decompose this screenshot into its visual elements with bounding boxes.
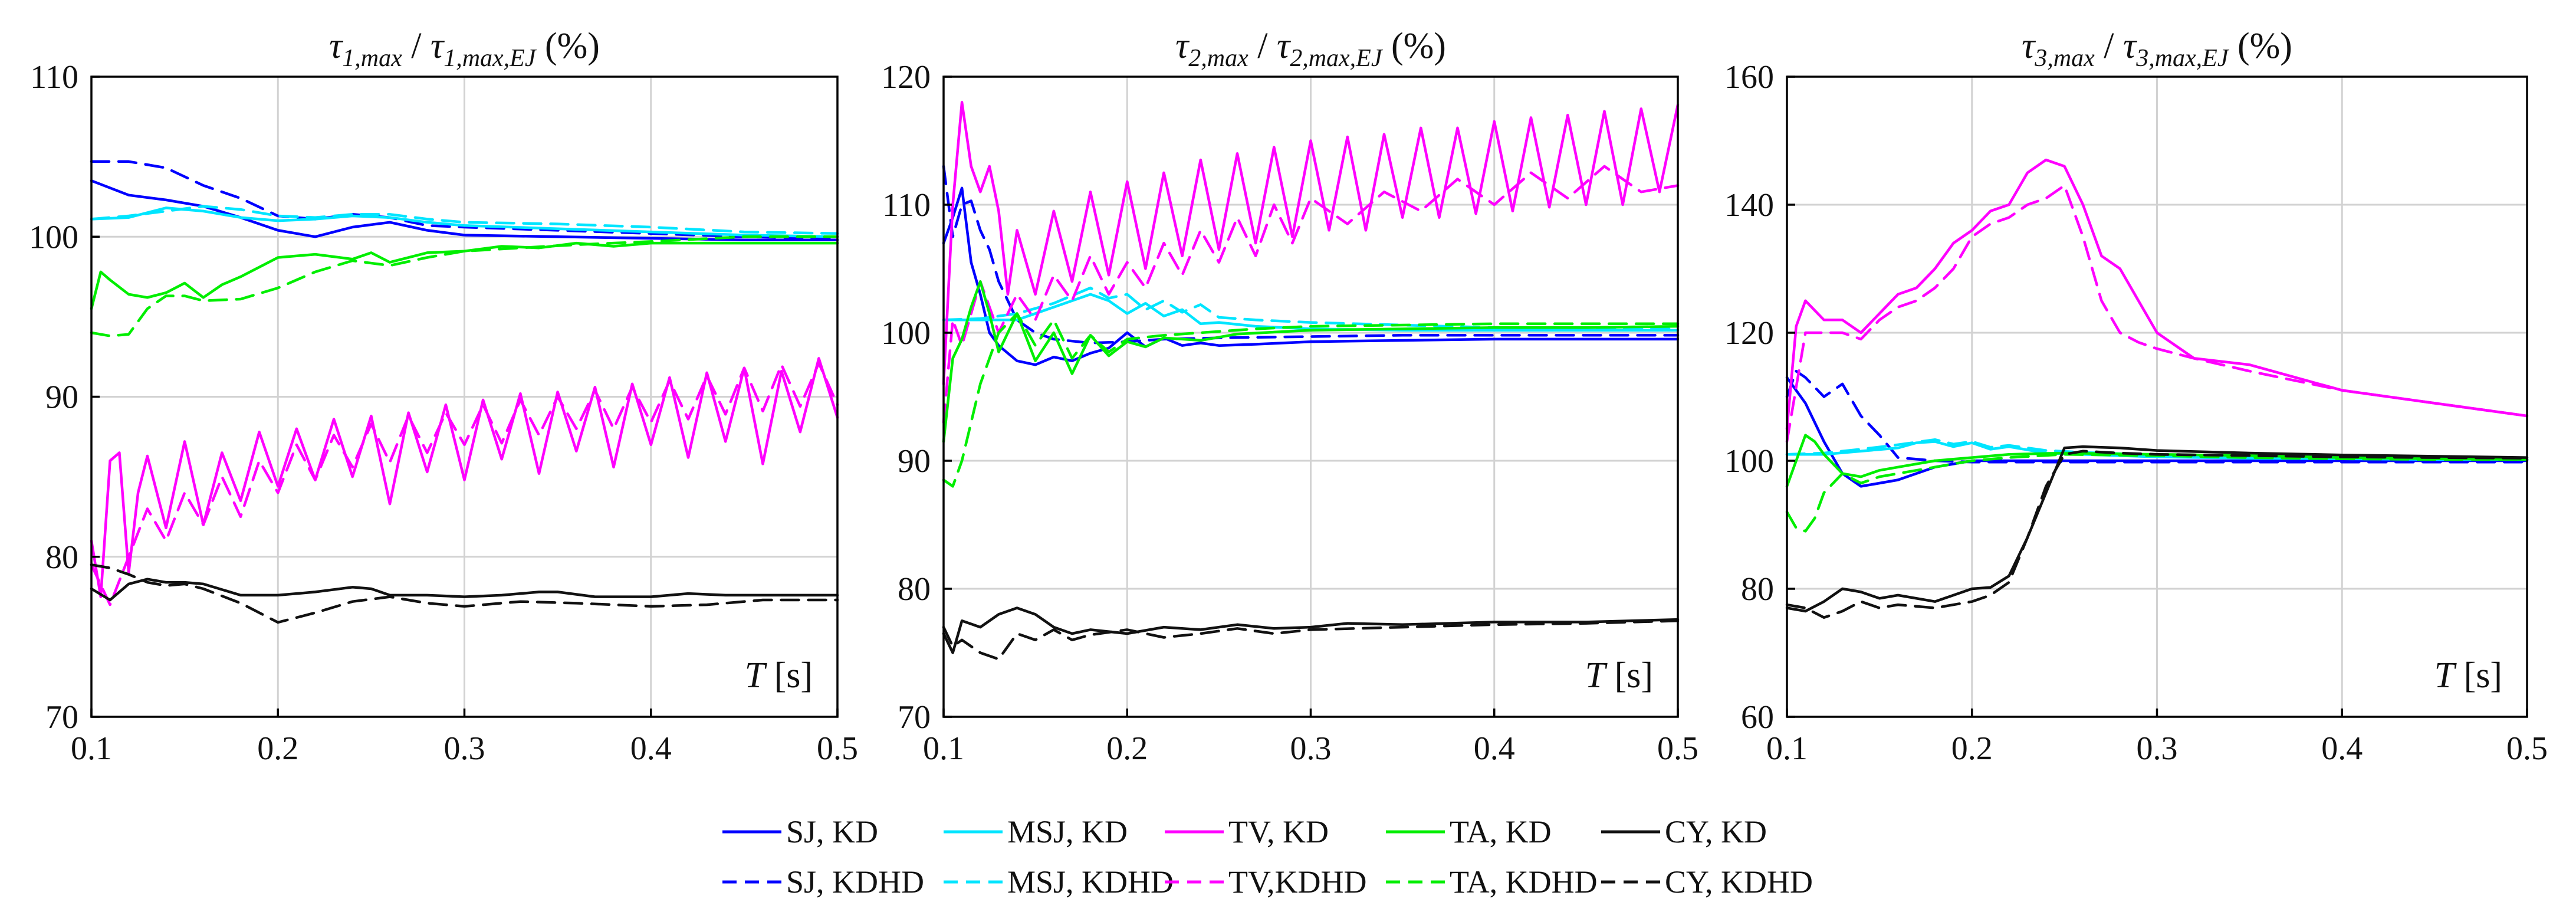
x-tick-label: 0.5 <box>1657 730 1698 767</box>
panel-title: τ1,max / τ1,max,EJ (%) <box>329 26 600 72</box>
y-tick-label: 80 <box>1741 571 1774 608</box>
series-line-ta-kdhd <box>942 312 1680 488</box>
series-line-tv-kd <box>90 357 839 598</box>
series-line-msj-kdhd <box>90 205 839 235</box>
panel-2: 0.1 0.2 0.3 0.4 0.5 70 80 90 100 110 120 τ2,max / τ… <box>881 26 1698 767</box>
x-tick-label: 0.2 <box>257 730 298 767</box>
y-tick-label: 70 <box>898 699 931 736</box>
y-tick-label: 120 <box>1724 315 1774 352</box>
series-line-cy-kdhd <box>942 619 1680 661</box>
panel-title: τ3,max / τ3,max,EJ (%) <box>2022 26 2292 72</box>
x-tick-label: 0.5 <box>2506 730 2548 767</box>
legend-label: SJ, KDHD <box>786 864 924 900</box>
legend-entry: SJ, KD <box>722 814 878 850</box>
series-line-sj-kdhd <box>942 165 1680 345</box>
panel-3: 0.1 0.2 0.3 0.4 0.5 60 80 100 120 140 160 τ3,max / … <box>1724 26 2548 767</box>
y-tick-label: 120 <box>881 59 931 96</box>
series-line-cy-kd <box>1785 445 2529 613</box>
series-line-msj-kdhd <box>1785 438 2529 460</box>
y-tick-label: 100 <box>881 315 931 352</box>
y-tick-label: 70 <box>45 699 78 736</box>
series-line-cy-kd <box>942 606 1680 654</box>
series-line-cy-kd <box>90 578 839 602</box>
x-tick-label: 0.4 <box>630 730 672 767</box>
legend-entry: TV,KDHD <box>1165 864 1367 900</box>
panel-1: 0.1 0.2 0.3 0.4 0.5 70 80 90 100 110 τ1,max / τ1,m… <box>29 26 858 767</box>
series-line-cy-kdhd <box>1785 450 2529 619</box>
y-tick-label: 80 <box>45 539 78 576</box>
x-tick-label: 0.1 <box>923 730 964 767</box>
legend: SJ, KD MSJ, KD TV, KD TA, KD CY, KD SJ, KDHD M… <box>722 814 1813 900</box>
panel-title: τ2,max / τ2,max,EJ (%) <box>1175 26 1446 72</box>
legend-entry: CY, KDHD <box>1601 864 1813 900</box>
x-tick-label: 0.1 <box>71 730 112 767</box>
series-line-tv-kd <box>942 101 1680 386</box>
legend-entry: CY, KD <box>1601 814 1767 850</box>
series-group <box>942 101 1680 661</box>
series-line-msj-kdhd <box>942 286 1680 330</box>
series-line-tv-kd <box>1785 158 2529 431</box>
legend-entry: TA, KDHD <box>1386 864 1598 900</box>
legend-label: MSJ, KD <box>1007 814 1128 850</box>
series-line-tv-kdhd <box>942 165 1680 424</box>
legend-label: TV,KDHD <box>1228 864 1367 900</box>
x-tick-label: 0.3 <box>444 730 485 767</box>
y-tick-label: 60 <box>1741 699 1774 736</box>
x-tick-label: 0.5 <box>817 730 858 767</box>
series-line-tv-kdhd <box>90 362 839 606</box>
x-tick-label: 0.3 <box>1290 730 1332 767</box>
series-line-ta-kdhd <box>1785 452 2529 533</box>
y-tick-label: 80 <box>898 571 931 608</box>
x-tick-label: 0.3 <box>2137 730 2178 767</box>
series-group <box>1785 158 2529 619</box>
y-tick-label: 100 <box>29 219 78 255</box>
series-line-sj-kdhd <box>1785 369 2529 464</box>
legend-entry: MSJ, KDHD <box>944 864 1174 900</box>
y-tick-label: 100 <box>1724 443 1774 480</box>
x-tick-label: 0.4 <box>1474 730 1515 767</box>
legend-label: TA, KD <box>1450 814 1552 850</box>
legend-label: CY, KDHD <box>1665 864 1813 900</box>
legend-label: TA, KDHD <box>1450 864 1598 900</box>
y-tick-label: 160 <box>1724 59 1774 96</box>
x-tick-label: 0.4 <box>2321 730 2363 767</box>
y-tick-label: 140 <box>1724 187 1774 224</box>
y-tick-label: 90 <box>898 443 931 480</box>
x-tick-label: 0.2 <box>1951 730 1993 767</box>
legend-entry: TV, KD <box>1165 814 1329 850</box>
legend-entry: SJ, KDHD <box>722 864 924 900</box>
legend-label: CY, KD <box>1665 814 1767 850</box>
legend-label: MSJ, KDHD <box>1007 864 1174 900</box>
y-tick-label: 110 <box>882 187 931 224</box>
x-tick-label: 0.2 <box>1106 730 1148 767</box>
series-line-tv-kdhd <box>1785 184 2529 443</box>
y-tick-label: 110 <box>30 59 78 96</box>
legend-label: TV, KD <box>1228 814 1329 850</box>
legend-entry: TA, KD <box>1386 814 1552 850</box>
legend-label: SJ, KD <box>786 814 878 850</box>
legend-entry: MSJ, KD <box>944 814 1128 850</box>
x-axis-label: T [s] <box>2434 655 2502 696</box>
x-tick-label: 0.1 <box>1766 730 1808 767</box>
series-line-cy-kdhd <box>90 563 839 624</box>
series-line-sj-kd <box>942 186 1680 366</box>
series-line-ta-kdhd <box>90 235 839 337</box>
y-tick-label: 90 <box>45 379 78 416</box>
series-line-sj-kd <box>90 179 839 241</box>
series-group <box>90 160 839 624</box>
x-axis-label: T [s] <box>1585 655 1653 696</box>
x-axis-label: T [s] <box>745 655 813 696</box>
